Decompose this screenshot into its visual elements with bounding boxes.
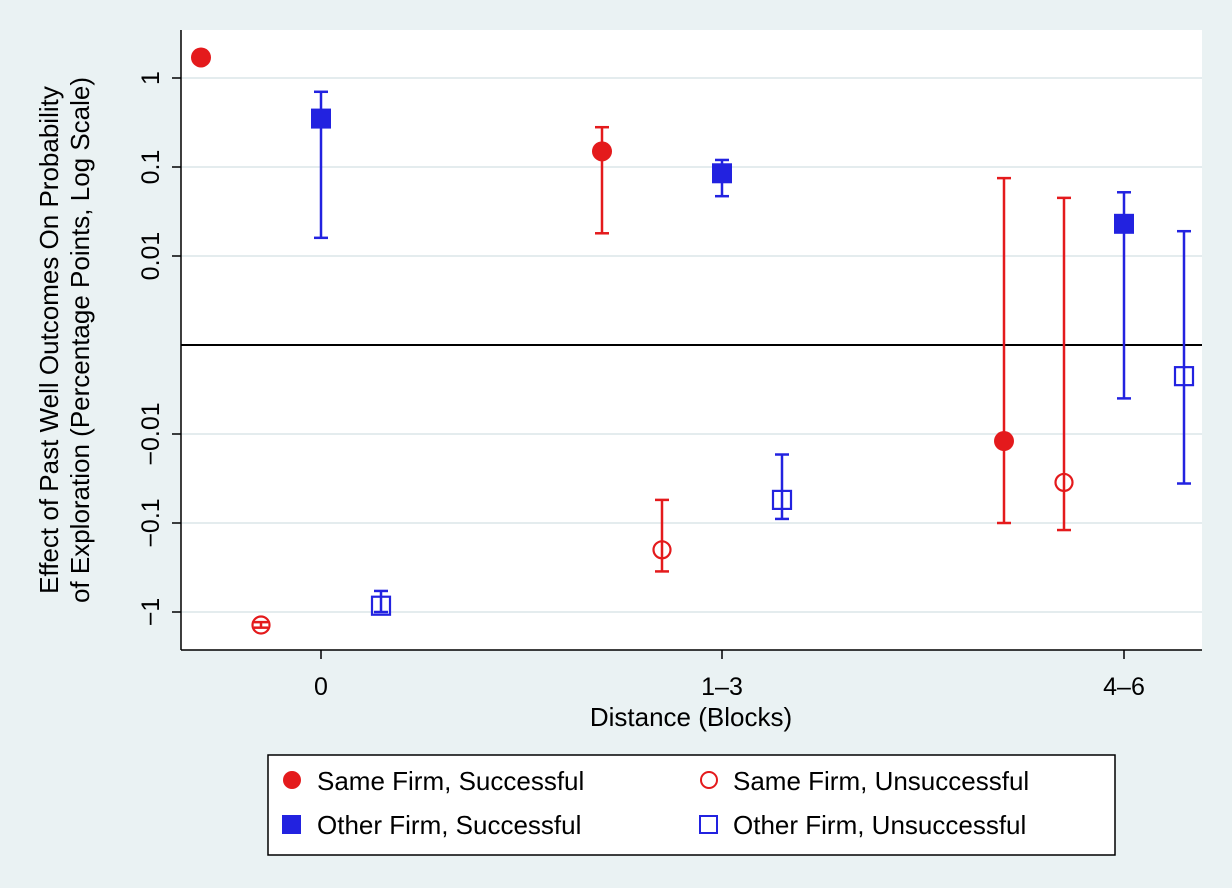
grid bbox=[181, 77, 1202, 613]
y-tick-label-minus-1: −1 bbox=[137, 598, 165, 627]
legend: Same Firm, Successful Same Firm, Unsucce… bbox=[267, 754, 1116, 856]
axes bbox=[180, 30, 1202, 651]
x-ticks: 0 1–3 4–6 bbox=[314, 650, 1145, 701]
y-axis-title: Effect of Past Well Outcomes On Probabil… bbox=[34, 77, 95, 603]
point-same-firm-successful-1-to-3 bbox=[592, 141, 612, 162]
point-same-firm-successful-4-to-6 bbox=[994, 431, 1014, 452]
legend-marker-other-firm-successful bbox=[282, 815, 301, 834]
point-same-firm-unsuccessful-1-to-3 bbox=[652, 540, 672, 560]
y-tick-label-1: 1 bbox=[137, 71, 165, 85]
y-tick-label-0-1: 0.1 bbox=[137, 150, 165, 185]
legend-marker-other-firm-unsuccessful bbox=[699, 815, 718, 834]
point-other-firm-unsuccessful-4-to-6 bbox=[1173, 366, 1195, 387]
legend-box bbox=[267, 754, 1116, 856]
y-tick-label-0-01: 0.01 bbox=[137, 232, 165, 281]
x-tick-label-0: 0 bbox=[314, 673, 328, 701]
point-other-firm-successful-4-to-6 bbox=[1114, 213, 1134, 234]
legend-label-other-firm-successful: Other Firm, Successful bbox=[317, 810, 581, 840]
legend-marker-same-firm-unsuccessful bbox=[700, 771, 718, 789]
y-axis-title-line-1: Effect of Past Well Outcomes On Probabil… bbox=[34, 86, 64, 594]
x-axis-title: Distance (Blocks) bbox=[590, 702, 792, 732]
point-other-firm-successful-1-to-3 bbox=[712, 163, 732, 184]
y-tick-label-minus-0-01: −0.01 bbox=[137, 402, 165, 465]
plot-area bbox=[181, 30, 1202, 650]
point-same-firm-successful-0 bbox=[191, 47, 211, 68]
legend-label-other-firm-unsuccessful: Other Firm, Unsuccessful bbox=[733, 810, 1026, 840]
y-ticks: 1 0.1 0.01 −0.01 −0.1 −1 bbox=[137, 71, 181, 626]
legend-label-same-firm-unsuccessful: Same Firm, Unsuccessful bbox=[733, 766, 1029, 796]
y-tick-label-minus-0-1: −0.1 bbox=[137, 498, 165, 547]
point-same-firm-unsuccessful-4-to-6 bbox=[1054, 472, 1074, 493]
point-same-firm-unsuccessful-0 bbox=[251, 615, 271, 635]
y-axis-title-line-2: of Exploration (Percentage Points, Log S… bbox=[65, 77, 95, 603]
point-other-firm-unsuccessful-0 bbox=[370, 595, 392, 616]
point-other-firm-successful-0 bbox=[311, 108, 331, 129]
point-other-firm-unsuccessful-1-to-3 bbox=[771, 489, 793, 510]
legend-label-same-firm-successful: Same Firm, Successful bbox=[317, 766, 584, 796]
x-tick-label-1-to-3: 1–3 bbox=[701, 673, 743, 701]
legend-marker-same-firm-successful bbox=[283, 771, 301, 789]
data-marks bbox=[191, 47, 1195, 635]
x-tick-label-4-to-6: 4–6 bbox=[1103, 673, 1145, 701]
